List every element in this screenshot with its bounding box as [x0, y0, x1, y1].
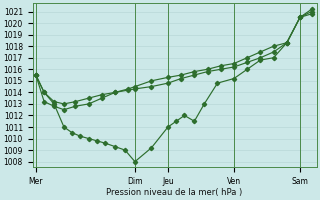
- X-axis label: Pression niveau de la mer( hPa ): Pression niveau de la mer( hPa ): [107, 188, 243, 197]
